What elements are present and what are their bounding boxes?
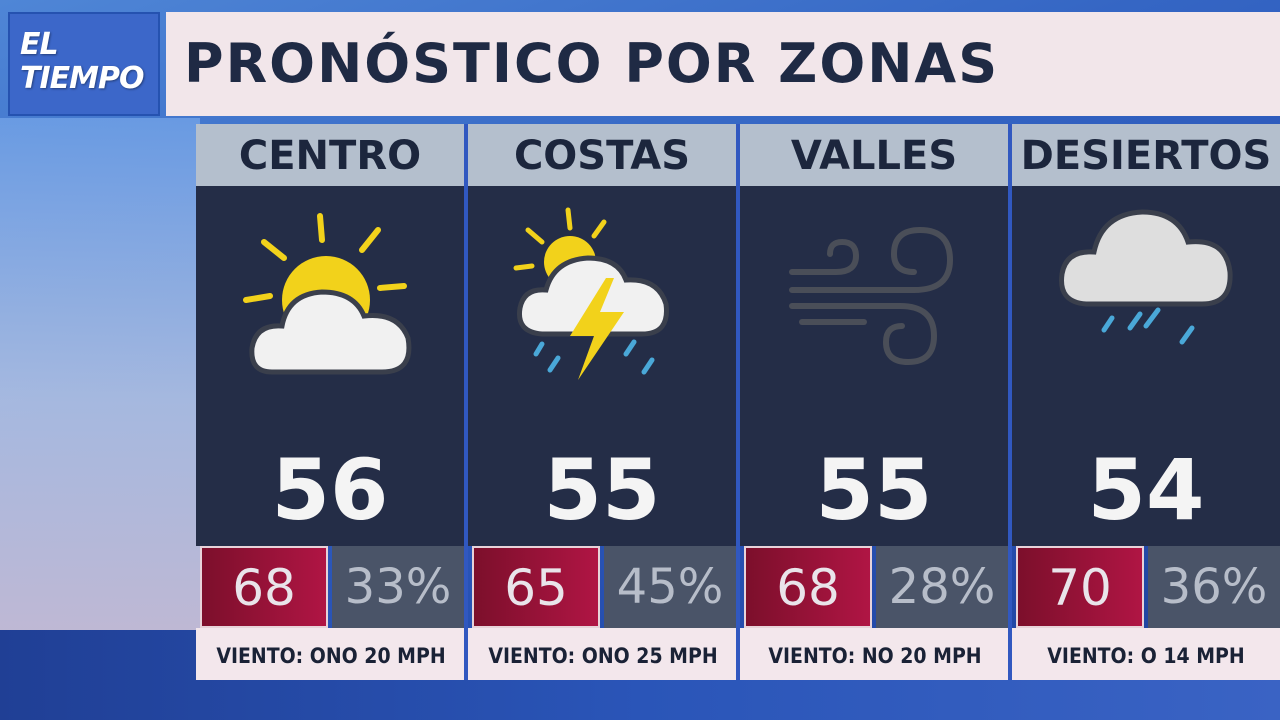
high-temperature: 65 xyxy=(472,546,600,628)
precip-chance: 36% xyxy=(1148,546,1280,628)
zone-columns: CENTRO 56 68 xyxy=(196,124,1280,680)
column-divider xyxy=(1008,124,1012,680)
high-temperature: 68 xyxy=(200,546,328,628)
zone-body: 54 xyxy=(1012,186,1280,546)
zone-name: CENTRO xyxy=(196,124,464,186)
wind-info: VIENTO: O 14 MPH xyxy=(1012,628,1280,680)
column-divider xyxy=(464,124,468,680)
current-temperature: 54 xyxy=(1087,441,1205,539)
current-temperature: 55 xyxy=(815,441,933,539)
zone-column-desiertos: DESIERTOS 54 70 36% VIENTO: O 14 MPH xyxy=(1012,124,1280,680)
wind-info: VIENTO: ONO 25 MPH xyxy=(468,628,738,680)
logo-line-2: TIEMPO xyxy=(20,61,144,96)
rain-cloud-icon xyxy=(1046,196,1246,396)
zone-name: DESIERTOS xyxy=(1012,124,1280,186)
wind-icon xyxy=(774,196,974,396)
zone-column-valles: VALLES 55 68 28% VIENTO: NO 20 MPH xyxy=(740,124,1010,680)
thunderstorm-sun-icon xyxy=(502,196,702,396)
zone-body: 56 xyxy=(196,186,464,546)
header-bar: PRONÓSTICO POR ZONAS xyxy=(166,12,1280,116)
zone-name: COSTAS xyxy=(468,124,736,186)
precip-chance: 28% xyxy=(876,546,1008,628)
zone-body: 55 xyxy=(468,186,736,546)
high-temperature: 68 xyxy=(744,546,872,628)
logo-line-1: EL xyxy=(20,27,59,62)
el-tiempo-logo: EL TIEMPO xyxy=(8,12,160,116)
precip-chance: 45% xyxy=(604,546,736,628)
partly-cloudy-icon xyxy=(230,196,430,396)
page-title: PRONÓSTICO POR ZONAS xyxy=(184,32,1000,95)
current-temperature: 55 xyxy=(543,441,661,539)
zone-column-costas: COSTAS xyxy=(468,124,738,680)
wind-info: VIENTO: NO 20 MPH xyxy=(740,628,1010,680)
wind-info: VIENTO: ONO 20 MPH xyxy=(196,628,466,680)
column-divider xyxy=(736,124,740,680)
precip-chance: 33% xyxy=(332,546,464,628)
background-panel xyxy=(0,118,200,630)
zone-body: 55 xyxy=(740,186,1008,546)
zone-column-centro: CENTRO 56 68 xyxy=(196,124,466,680)
current-temperature: 56 xyxy=(271,441,389,539)
high-temperature: 70 xyxy=(1016,546,1144,628)
zone-name: VALLES xyxy=(740,124,1008,186)
